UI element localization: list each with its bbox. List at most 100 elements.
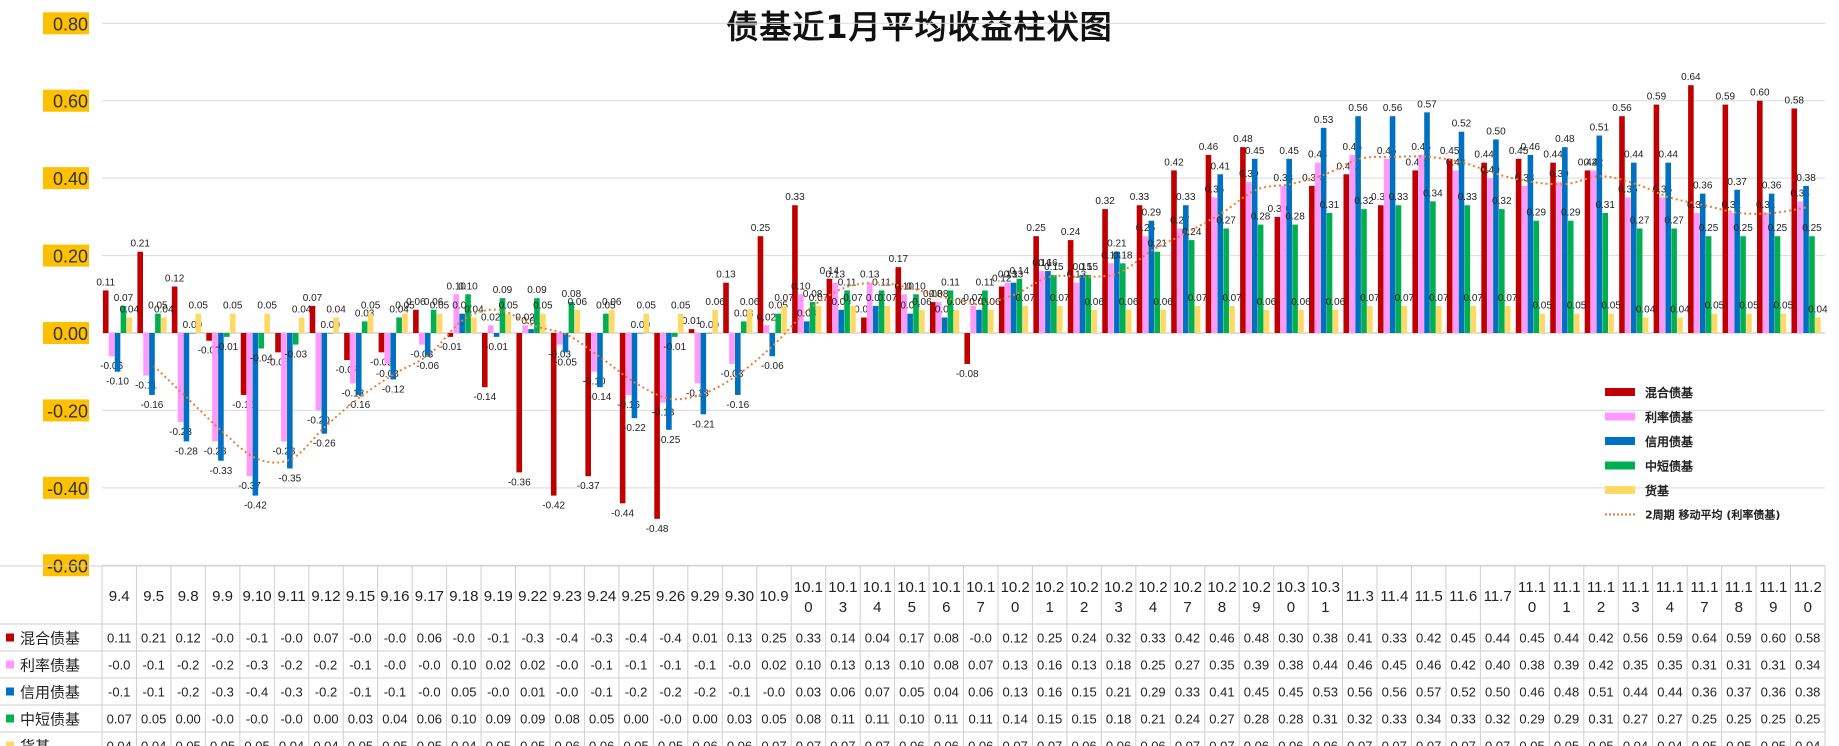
- table-cell: 0.27: [1623, 712, 1648, 727]
- table-cell: 0.25: [1726, 712, 1751, 727]
- table-cell: 0.44: [1485, 631, 1510, 646]
- bar: [183, 333, 190, 442]
- table-cell: 0.33: [1382, 712, 1407, 727]
- table-cell: 0.05: [658, 739, 683, 746]
- table-cell: 0.08: [934, 631, 959, 646]
- x-tick-label: 10.2: [1242, 579, 1271, 596]
- data-label: 0.05: [1705, 301, 1725, 312]
- data-label: 0.04: [935, 305, 955, 316]
- x-tick-label: 10.2: [1104, 579, 1133, 596]
- table-cell: 0.07: [313, 631, 338, 646]
- data-label: 0.10: [906, 281, 926, 292]
- bar: [522, 325, 528, 333]
- x-tick-label: 9.4: [109, 588, 130, 605]
- bar: [493, 333, 500, 337]
- table-cell: -0.1: [142, 685, 164, 700]
- table-cell: 0.31: [1761, 658, 1786, 673]
- data-label: 0.06: [947, 297, 967, 308]
- table-cell: 0.04: [934, 685, 959, 700]
- data-label: 0.17: [889, 254, 909, 265]
- x-tick-label: 11.1: [1690, 579, 1718, 596]
- data-label: 0.44: [1658, 150, 1678, 161]
- data-label: 0.07: [114, 293, 134, 304]
- bar: [1567, 220, 1574, 333]
- x-tick-label: 9: [1252, 599, 1260, 616]
- x-tick-label: 9.30: [725, 588, 754, 605]
- table-cell: 0.64: [1692, 631, 1717, 646]
- table-cell: 0.11: [969, 712, 993, 727]
- data-label: -0.14: [589, 392, 612, 403]
- data-label: 0.36: [1693, 181, 1713, 192]
- table-cell: -0.0: [453, 631, 475, 646]
- x-tick-label: 10.9: [759, 588, 788, 605]
- bar: [453, 294, 460, 333]
- bar: [471, 317, 477, 333]
- table-cell: -0.0: [556, 685, 578, 700]
- bar: [361, 321, 368, 333]
- bar: [1562, 147, 1568, 333]
- table-cell: 0.07: [865, 685, 890, 700]
- table-cell: -0.3: [280, 685, 302, 700]
- bar: [281, 333, 287, 442]
- x-tick-label: 0: [1528, 599, 1536, 616]
- bar: [556, 333, 563, 345]
- data-label: -0.01: [439, 342, 462, 353]
- data-label: 0.41: [1337, 161, 1357, 172]
- table-cell: 0.21: [1106, 685, 1131, 700]
- bar: [1182, 205, 1189, 333]
- bar: [1728, 212, 1735, 333]
- table-cell: 0.44: [1657, 685, 1682, 700]
- bar: [1797, 201, 1803, 333]
- data-label: -0.37: [577, 481, 600, 492]
- data-label: -0.13: [341, 388, 364, 399]
- bar: [447, 333, 454, 337]
- bar: [218, 333, 224, 461]
- table-cell: 0.24: [1175, 712, 1200, 727]
- bar: [706, 333, 713, 334]
- table-cell: 0.03: [348, 712, 373, 727]
- table-cell: 0.25: [1692, 712, 1717, 727]
- x-tick-label: 9.12: [311, 588, 340, 605]
- bar: [1217, 174, 1224, 333]
- data-label: -0.03: [284, 350, 307, 361]
- data-label: 0.06: [424, 297, 444, 308]
- table-cell: 0.21: [141, 631, 166, 646]
- x-tick-label: 11.1: [1656, 579, 1684, 596]
- data-label: 0.33: [785, 192, 805, 203]
- data-label: 0.25: [1699, 223, 1719, 234]
- table-cell: 0.30: [1278, 631, 1303, 646]
- bar: [982, 290, 988, 333]
- table-cell: 0.15: [1037, 712, 1062, 727]
- bar: [1349, 154, 1355, 333]
- bar: [1693, 212, 1700, 333]
- bar: [1377, 205, 1384, 333]
- table-cell: 0.02: [486, 658, 511, 673]
- x-tick-label: 10.3: [1311, 579, 1340, 596]
- bar: [1504, 305, 1511, 333]
- bar: [384, 333, 391, 364]
- data-label: 0.16: [1032, 258, 1052, 269]
- table-cell: 0.41: [1209, 685, 1234, 700]
- data-label: 0.38: [1302, 173, 1322, 184]
- bar: [1481, 162, 1487, 333]
- data-label: 0.07: [1222, 293, 1242, 304]
- bar: [1430, 201, 1436, 333]
- bar: [1142, 236, 1149, 333]
- bar: [1085, 274, 1092, 333]
- bar: [212, 333, 218, 442]
- table-cell: 0.05: [417, 739, 442, 746]
- data-label: 0.07: [1050, 293, 1070, 304]
- bar: [1768, 193, 1775, 333]
- data-label: 0.42: [1578, 157, 1598, 168]
- y-tick-bg: [43, 89, 89, 112]
- data-label: 0.06: [705, 297, 725, 308]
- x-tick-label: 11.4: [1380, 588, 1408, 605]
- bar: [1280, 185, 1287, 333]
- data-label: 0.42: [1446, 157, 1466, 168]
- bar: [1240, 147, 1246, 333]
- table-cell: 0.11: [831, 712, 855, 727]
- bar: [694, 333, 701, 384]
- table-cell: 0.09: [486, 712, 511, 727]
- table-cell: 0.37: [1726, 685, 1751, 700]
- table-cell: 0.05: [1588, 739, 1613, 746]
